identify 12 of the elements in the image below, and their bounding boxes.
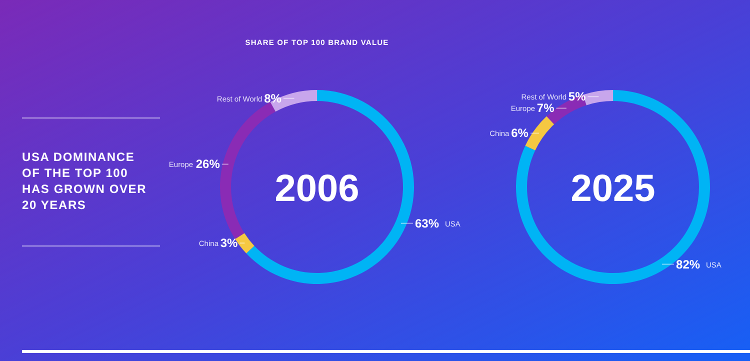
donut-slice (220, 102, 276, 239)
data-label: 3% (220, 236, 238, 250)
data-label: 8% (264, 91, 282, 106)
data-label: 26% (196, 157, 220, 172)
data-label: 5% (568, 90, 586, 104)
text: USA DOMINANCE OF THE TOP 100 HAS GROWN OVER 20 YEARS (22, 150, 147, 212)
text: 2006 (274, 168, 360, 210)
data-label: 82% (676, 257, 700, 272)
data-label: 63% (414, 216, 440, 230)
data-label: 7% (536, 101, 555, 116)
text: 2025 (570, 168, 656, 210)
data-label: 6% (511, 126, 529, 140)
